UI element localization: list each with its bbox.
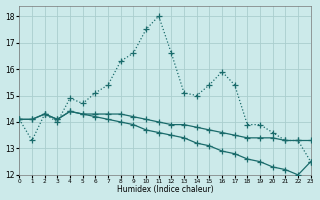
X-axis label: Humidex (Indice chaleur): Humidex (Indice chaleur) (117, 185, 213, 194)
